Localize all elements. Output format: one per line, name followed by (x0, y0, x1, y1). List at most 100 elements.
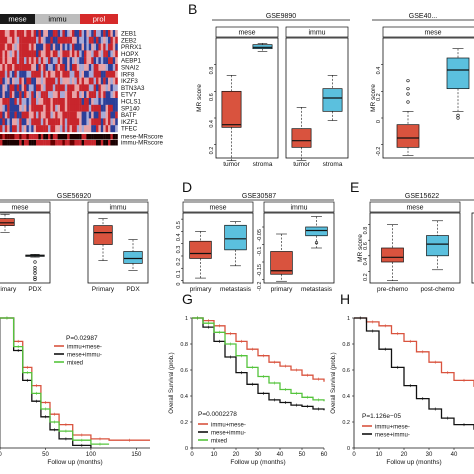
heat-cell (91, 125, 94, 133)
heat-cell (12, 91, 15, 99)
facet-strip (382, 26, 474, 38)
facet-label-mese: mese (406, 205, 423, 212)
x-category-label: primary (190, 286, 212, 293)
score-cell (9, 140, 13, 146)
heat-cell (81, 30, 85, 37)
heat-cell (19, 70, 22, 78)
heat-cell (81, 111, 85, 119)
heat-cell (28, 70, 32, 78)
score-cell (108, 134, 111, 140)
heat-cell (40, 84, 44, 92)
x-tick-label: 50 (42, 452, 49, 458)
heat-cell (84, 70, 87, 78)
heat-cell (38, 118, 41, 126)
heat-cell (4, 118, 8, 126)
heat-cell (9, 57, 13, 65)
y-axis-label: Overall Survival (prob.) (331, 352, 337, 413)
heat-cell (31, 64, 34, 71)
heat-cell (52, 84, 56, 92)
heat-cell (38, 50, 41, 58)
heat-cell (96, 104, 99, 112)
heat-cell (38, 36, 41, 44)
x-tick-label: 30 (255, 452, 262, 458)
heat-cell (33, 70, 37, 78)
survival-curve-black (192, 317, 325, 411)
heat-cell (16, 84, 20, 92)
heat-cell (48, 70, 51, 78)
heat-cell (62, 98, 65, 105)
heat-cell (12, 64, 15, 71)
heat-cell (9, 111, 13, 119)
score-cell (74, 140, 77, 146)
heat-cell (0, 84, 3, 92)
score-cell (72, 140, 75, 146)
heat-cell (69, 91, 73, 99)
group-label-mese: mese (8, 15, 26, 24)
heat-cell (67, 125, 70, 133)
x-category-label: tumor (223, 161, 240, 168)
heat-cell (50, 111, 53, 119)
heat-cell (100, 30, 104, 37)
heat-cell (64, 111, 68, 119)
heat-cell (110, 50, 113, 58)
heat-cell (91, 36, 94, 44)
box-red (291, 128, 312, 148)
heat-cell (93, 70, 97, 78)
score-cell (108, 140, 111, 146)
score-cell (2, 134, 5, 140)
heat-cell (103, 50, 106, 58)
heat-cell (60, 57, 63, 65)
heat-cell (69, 125, 73, 133)
heat-cell (74, 50, 77, 58)
heat-cell (84, 84, 87, 92)
heat-cell (108, 104, 111, 112)
score-cell (84, 140, 87, 146)
heat-cell (84, 64, 87, 71)
score-cell (26, 140, 29, 146)
heat-cell (74, 104, 77, 112)
heat-cell (98, 43, 101, 51)
heat-cell (40, 50, 44, 58)
heat-cell (7, 104, 10, 112)
heat-cell (45, 84, 49, 92)
heat-cell (52, 91, 56, 99)
heat-cell (4, 70, 8, 78)
heat-cell (72, 70, 75, 78)
score-cell (67, 140, 70, 146)
heat-cell (9, 98, 13, 105)
heat-cell (26, 91, 29, 99)
y-tick-label: 0.2 (342, 420, 350, 426)
heat-cell (103, 57, 106, 65)
heat-cell (43, 77, 46, 85)
score-cell (14, 140, 17, 146)
heat-cell (74, 57, 77, 65)
heat-cell (69, 50, 73, 58)
heat-cell (110, 118, 113, 126)
heat-cell (55, 84, 58, 92)
heat-cell (112, 104, 116, 112)
heat-cell (38, 77, 41, 85)
heat-cell (105, 70, 109, 78)
x-category-label: stroma (253, 161, 273, 168)
heat-cell (55, 36, 58, 44)
heat-cell (69, 77, 73, 85)
heat-cell (67, 118, 70, 126)
heat-cell (110, 36, 113, 44)
heat-cell (43, 84, 46, 92)
box-red (0, 218, 15, 226)
heat-cell (2, 118, 5, 126)
gene-label: TFEC (121, 126, 138, 133)
score-cell (40, 134, 44, 140)
heat-cell (9, 118, 13, 126)
heat-cell (69, 104, 73, 112)
heat-cell (115, 50, 118, 58)
heat-cell (98, 84, 101, 92)
heat-cell (98, 50, 101, 58)
heat-cell (14, 104, 17, 112)
heat-cell (103, 70, 106, 78)
heat-cell (100, 70, 104, 78)
heat-cell (98, 125, 101, 133)
heat-cell (112, 36, 116, 44)
x-category-label: primary (271, 286, 293, 293)
